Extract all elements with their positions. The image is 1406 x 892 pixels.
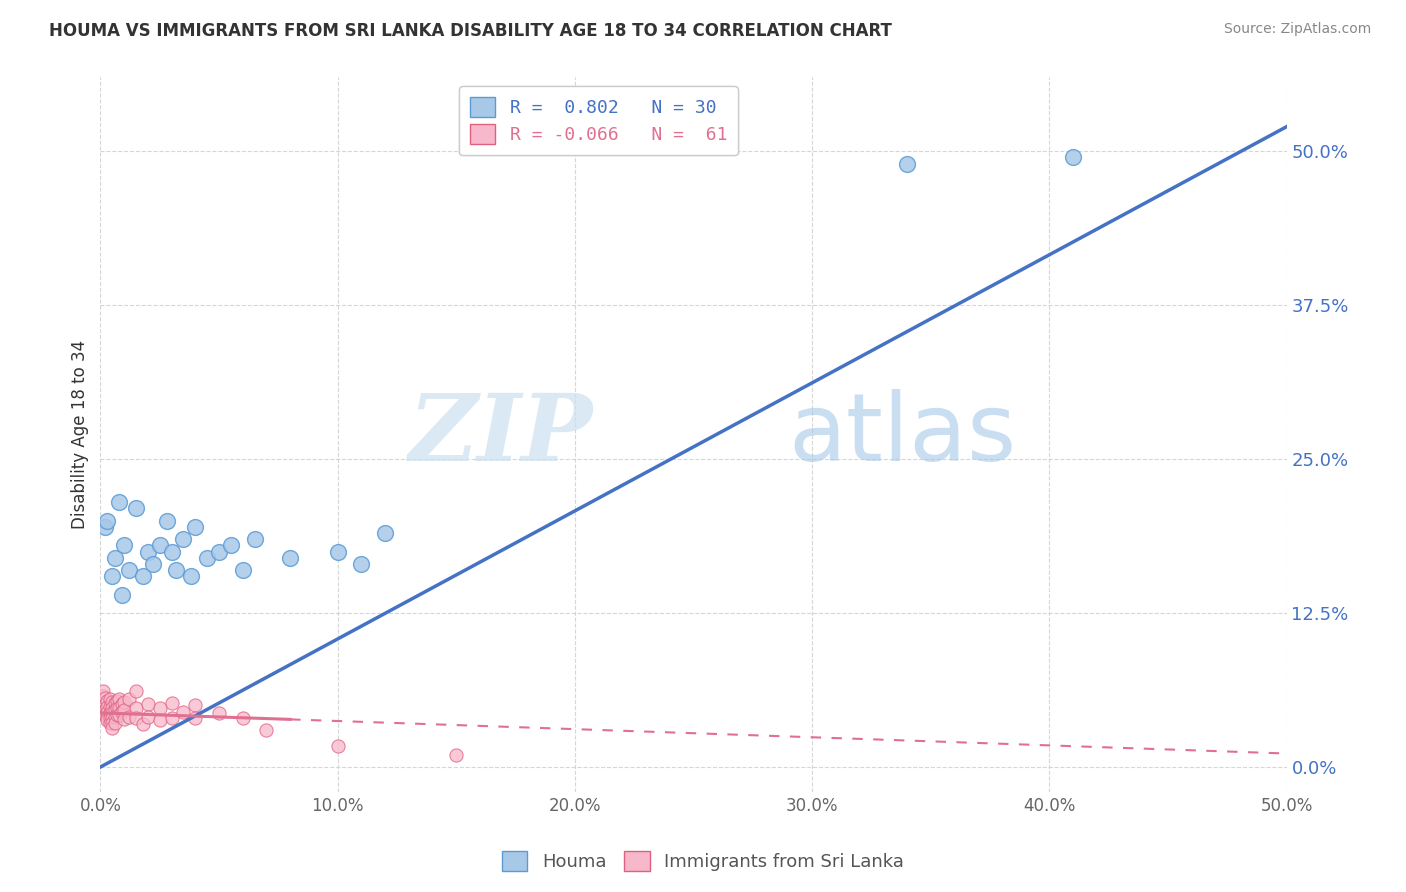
Point — [111, 698, 134, 712]
Point — [101, 706, 124, 720]
Point — [98, 706, 121, 720]
Point — [103, 709, 125, 723]
Point — [101, 569, 124, 583]
Point — [108, 495, 131, 509]
Point — [208, 544, 231, 558]
Point — [112, 695, 135, 709]
Point — [91, 683, 114, 698]
Point — [96, 699, 118, 714]
Point — [208, 706, 231, 720]
Point — [136, 709, 159, 723]
Point — [160, 711, 183, 725]
Y-axis label: Disability Age 18 to 34: Disability Age 18 to 34 — [72, 340, 89, 529]
Point — [105, 701, 128, 715]
Text: HOUMA VS IMMIGRANTS FROM SRI LANKA DISABILITY AGE 18 TO 34 CORRELATION CHART: HOUMA VS IMMIGRANTS FROM SRI LANKA DISAB… — [49, 22, 891, 40]
Point — [103, 715, 125, 730]
Point — [160, 544, 183, 558]
Point — [96, 709, 118, 723]
Text: ZIP: ZIP — [408, 390, 593, 480]
Point — [101, 721, 124, 735]
Point — [232, 563, 254, 577]
Point — [118, 709, 141, 723]
Point — [101, 711, 124, 725]
Point — [136, 698, 159, 712]
Point — [98, 692, 121, 706]
Point — [94, 698, 117, 713]
Point — [444, 747, 467, 762]
Point — [103, 696, 125, 710]
Point — [96, 514, 118, 528]
Point — [132, 569, 155, 583]
Point — [96, 705, 118, 719]
Point — [172, 705, 194, 719]
Point — [108, 692, 131, 706]
Point — [89, 696, 111, 710]
Point — [141, 557, 163, 571]
Point — [118, 692, 141, 706]
Point — [195, 550, 218, 565]
Point — [91, 689, 114, 703]
Point — [232, 711, 254, 725]
Point — [101, 701, 124, 715]
Point — [219, 538, 242, 552]
Point — [91, 698, 114, 713]
Point — [125, 711, 148, 725]
Point — [149, 701, 172, 715]
Point — [112, 703, 135, 717]
Point — [278, 550, 301, 565]
Point — [132, 717, 155, 731]
Point — [96, 693, 118, 707]
Point — [101, 715, 124, 730]
Point — [125, 501, 148, 516]
Point — [96, 713, 118, 727]
Point — [111, 705, 134, 719]
Point — [149, 538, 172, 552]
Point — [184, 711, 207, 725]
Point — [103, 703, 125, 717]
Point — [156, 514, 179, 528]
Point — [118, 563, 141, 577]
Point — [160, 696, 183, 710]
Point — [184, 520, 207, 534]
Point — [165, 563, 187, 577]
Point — [111, 588, 134, 602]
Point — [149, 713, 172, 727]
Point — [94, 703, 117, 717]
Text: atlas: atlas — [789, 389, 1017, 481]
Point — [172, 533, 194, 547]
Point — [350, 557, 373, 571]
Point — [184, 698, 207, 713]
Point — [112, 538, 135, 552]
Point — [896, 156, 918, 170]
Point — [125, 683, 148, 698]
Legend: R =  0.802   N = 30, R = -0.066   N =  61: R = 0.802 N = 30, R = -0.066 N = 61 — [460, 87, 738, 155]
Point — [326, 739, 349, 753]
Point — [98, 711, 121, 725]
Point — [101, 695, 124, 709]
Point — [125, 701, 148, 715]
Point — [105, 708, 128, 723]
Point — [89, 692, 111, 706]
Legend: Houma, Immigrants from Sri Lanka: Houma, Immigrants from Sri Lanka — [495, 844, 911, 879]
Point — [98, 699, 121, 714]
Point — [105, 693, 128, 707]
Point — [108, 701, 131, 715]
Point — [112, 712, 135, 726]
Point — [243, 533, 266, 547]
Point — [103, 550, 125, 565]
Point — [94, 520, 117, 534]
Point — [98, 715, 121, 730]
Point — [1062, 151, 1084, 165]
Point — [254, 723, 277, 738]
Point — [326, 544, 349, 558]
Point — [374, 526, 396, 541]
Point — [94, 708, 117, 723]
Point — [136, 544, 159, 558]
Point — [108, 708, 131, 723]
Text: Source: ZipAtlas.com: Source: ZipAtlas.com — [1223, 22, 1371, 37]
Point — [179, 569, 201, 583]
Point — [94, 691, 117, 706]
Point — [91, 705, 114, 719]
